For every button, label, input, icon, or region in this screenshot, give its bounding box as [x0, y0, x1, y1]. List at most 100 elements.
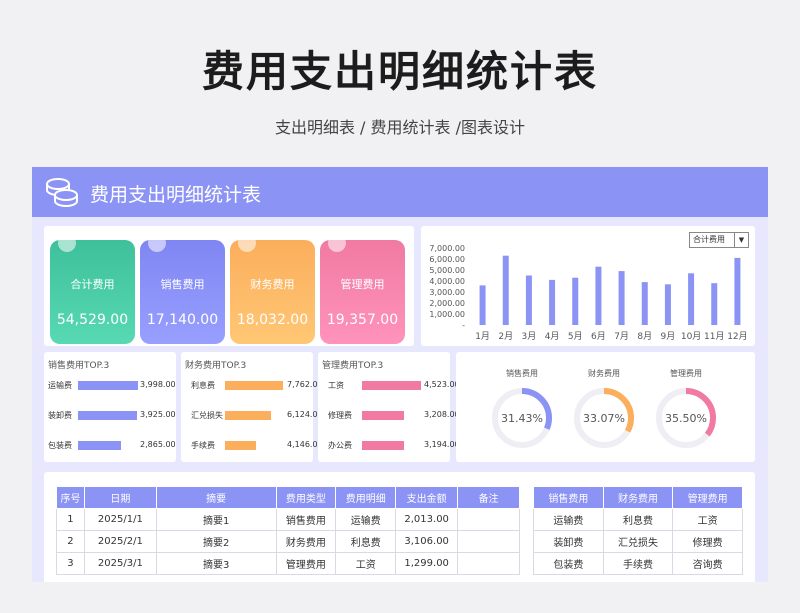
donut-arc: [656, 388, 716, 448]
x-tick-label: 11月: [704, 331, 724, 342]
bar-12月: [734, 257, 741, 325]
table-cell: 利息费: [335, 530, 397, 553]
top3-item-bar: [225, 411, 271, 420]
card-label: 合计费用: [70, 278, 115, 291]
x-tick-label: 7月: [614, 331, 629, 342]
donut-panel: 销售费用 31.43% 财务费用 33.07% 管理费用 35.50%: [456, 352, 755, 462]
table-row: 包装费 手续费 咨询费: [533, 552, 743, 575]
y-tick-label: 5,000.00: [429, 266, 465, 275]
bar-6月: [595, 266, 602, 325]
kpi-panel: 合计费用 54,529.00 销售费用 17,140.00 财务费用 18,032.00 管…: [44, 226, 414, 346]
top3-item-value: 4,146.00: [287, 440, 323, 449]
table-cell: 2025/1/1: [83, 508, 157, 531]
card-value: 54,529.00: [56, 312, 129, 328]
kpi-card: 财务费用 18,032.00: [230, 234, 315, 344]
donut-arc: [574, 388, 634, 448]
table-cell: 工资: [335, 552, 397, 575]
table-cell: 运输费: [533, 508, 604, 531]
top3-item-bar: [362, 441, 404, 450]
table-row: 1 2025/1/1 摘要1 销售费用 运输费 2,013.00: [56, 508, 520, 531]
top3-item-bar: [78, 411, 137, 420]
top3-item-value: 4,523.00: [424, 380, 460, 389]
top3-item-label: 运输费: [48, 381, 72, 390]
page-title: 费用支出明细统计表: [201, 47, 598, 96]
bar-2月: [502, 255, 509, 325]
chevron-down-icon[interactable]: ▼: [734, 233, 748, 247]
top3-item-label: 装卸费: [48, 411, 72, 420]
top3-item-value: 3,208.00: [424, 410, 460, 419]
kpi-card: 管理费用 19,357.00: [320, 234, 405, 344]
top3-row: 包装费 2,865.00: [44, 440, 176, 452]
x-tick-label: 10月: [681, 331, 701, 342]
top3-row: 手续费 4,146.00: [181, 440, 323, 452]
card-label: 管理费用: [340, 278, 385, 291]
donut-percent: 35.50%: [665, 412, 707, 425]
top3-item-value: 2,865.00: [140, 440, 176, 449]
header-bar: 费用支出明细统计表: [32, 167, 768, 217]
top3-item-bar: [78, 441, 121, 450]
bar-10月: [688, 273, 695, 325]
top3-row: 工资 4,523.00: [318, 380, 460, 392]
table-row: 运输费 利息费 工资: [533, 508, 743, 531]
table-cell: 包装费: [533, 552, 604, 575]
donut-chart: 33.07%: [574, 388, 634, 448]
kpi-card: 销售费用 17,140.00: [140, 234, 225, 344]
x-tick-label: 4月: [545, 331, 560, 342]
table-row: 3 2025/3/1 摘要3 管理费用 工资 1,299.00: [56, 552, 520, 575]
dashboard-sheet: 费用支出明细统计表 合计费用 54,529.00 销售费用 17,140.00 财务费用…: [32, 167, 768, 582]
detail-table: 序号 日期 摘要 费用类型 费用明细 支出金额 备注 1 2025/1/1 摘要1 销售费用 运输费 2…: [56, 486, 520, 575]
donut-label: 销售费用: [506, 369, 538, 378]
table-cell: 工资: [672, 508, 743, 531]
card-badge-icon: [238, 234, 256, 252]
table-cell: 3,106.00: [395, 530, 459, 553]
column-header: 日期: [83, 486, 157, 509]
page-subtitle: 支出明细表 / 费用统计表 /图表设计: [274, 118, 526, 137]
top3-row: 利息费 7,762.00: [181, 380, 323, 392]
table-cell: 2: [56, 530, 85, 553]
top3-item-label: 修理费: [328, 411, 352, 420]
column-header: 销售费用: [533, 486, 604, 509]
top3-item-label: 手续费: [191, 441, 215, 450]
top3-item-label: 办公费: [328, 441, 352, 450]
bar-7月: [618, 271, 625, 325]
table-row: 2 2025/2/1 摘要2 财务费用 利息费 3,106.00: [56, 530, 520, 553]
top3-item-label: 利息费: [191, 381, 215, 390]
card-value: 18,032.00: [236, 312, 309, 328]
bar-4月: [549, 279, 556, 325]
card-value: 17,140.00: [146, 312, 219, 328]
y-tick-label: 1,000.00: [429, 310, 465, 319]
top3-item-label: 工资: [328, 381, 344, 390]
top3-item-bar: [78, 381, 138, 390]
donut-percent: 31.43%: [501, 412, 543, 425]
table-cell: 修理费: [672, 530, 743, 553]
top3-panel-finance: 财务费用TOP.3 利息费 7,762.00 汇兑损失 6,124.00 手续费 4,146…: [181, 352, 323, 462]
y-tick-label: 3,000.00: [429, 288, 465, 297]
y-tick-label: -: [462, 321, 465, 330]
category-table: 销售费用 财务费用 管理费用 运输费 利息费 工资 装卸费 汇兑损失 修理费 包装费 手续费 咨询费: [533, 486, 743, 575]
top3-item-label: 汇兑损失: [191, 411, 223, 420]
y-tick-label: 2,000.00: [429, 299, 465, 308]
card-value: 19,357.00: [326, 312, 399, 328]
card-label: 财务费用: [250, 278, 295, 291]
expense-type-dropdown[interactable]: 合计费用 ▼: [689, 232, 749, 248]
table-cell: 手续费: [602, 552, 674, 575]
table-cell: 装卸费: [533, 530, 604, 553]
x-tick-label: 9月: [661, 331, 676, 342]
x-tick-label: 8月: [637, 331, 652, 342]
x-tick-label: 5月: [568, 331, 583, 342]
x-tick-label: 6月: [591, 331, 606, 342]
x-tick-label: 2月: [498, 331, 513, 342]
top3-item-value: 3,194.00: [424, 440, 460, 449]
top3-row: 修理费 3,208.00: [318, 410, 460, 422]
top3-row: 汇兑损失 6,124.00: [181, 410, 323, 422]
top3-row: 办公费 3,194.00: [318, 440, 460, 452]
bar-9月: [664, 284, 671, 325]
x-tick-label: 12月: [727, 331, 747, 342]
table-cell: 摘要1: [155, 508, 277, 531]
top3-panel-sales: 销售费用TOP.3 运输费 3,998.00 装卸费 3,925.00 包装费 2,865.…: [44, 352, 176, 462]
donut-label: 管理费用: [670, 369, 702, 378]
donut-chart: 31.43%: [492, 388, 552, 448]
table-header-row: 序号 日期 摘要 费用类型 费用明细 支出金额 备注: [56, 486, 520, 509]
top3-item-value: 3,925.00: [140, 410, 176, 419]
y-tick-label: 6,000.00: [429, 255, 465, 264]
